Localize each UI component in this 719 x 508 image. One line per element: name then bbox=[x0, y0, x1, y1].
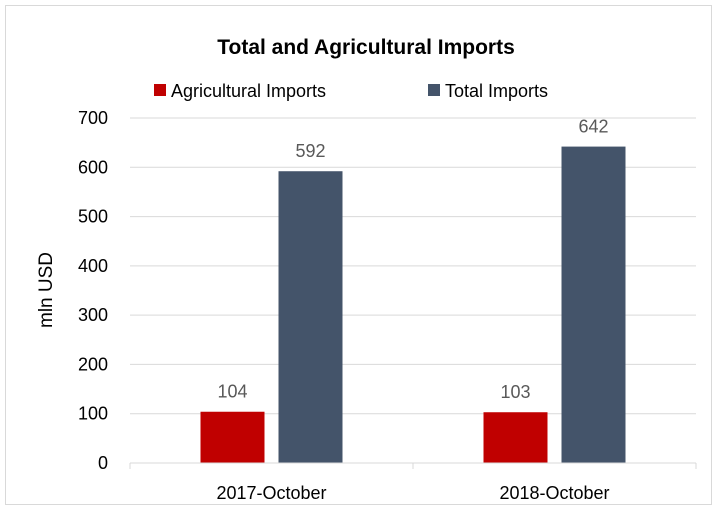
legend-label-total-imports: Total Imports bbox=[445, 81, 548, 101]
x-axis: 2017-October 2018-October bbox=[129, 462, 697, 503]
data-label-agricultural-imports: 103 bbox=[500, 382, 530, 402]
data-label-total-imports: 642 bbox=[578, 117, 608, 137]
y-axis-ticks: 0 100 200 300 400 500 600 700 bbox=[78, 108, 108, 473]
y-tick-label: 400 bbox=[78, 256, 108, 276]
legend-label-agricultural-imports: Agricultural Imports bbox=[171, 81, 326, 101]
bar-total-imports bbox=[278, 171, 343, 463]
x-category-label: 2018-October bbox=[499, 483, 609, 503]
legend: Agricultural Imports Total Imports bbox=[154, 81, 548, 101]
y-tick-label: 600 bbox=[78, 157, 108, 177]
bar-total-imports bbox=[561, 146, 626, 464]
y-tick-label: 0 bbox=[98, 453, 108, 473]
chart-title: Total and Agricultural Imports bbox=[217, 36, 515, 59]
bar-agricultural-imports bbox=[483, 412, 548, 463]
data-label-agricultural-imports: 104 bbox=[217, 382, 247, 402]
y-tick-label: 700 bbox=[78, 108, 108, 128]
bar-agricultural-imports bbox=[200, 411, 265, 463]
y-tick-label: 500 bbox=[78, 207, 108, 227]
data-label-total-imports: 592 bbox=[295, 141, 325, 161]
bars bbox=[200, 146, 626, 464]
legend-swatch-total-imports bbox=[428, 84, 440, 96]
y-axis-title: mln USD bbox=[36, 252, 57, 328]
legend-swatch-agricultural-imports bbox=[154, 84, 166, 96]
data-labels: 104 592 103 642 bbox=[217, 117, 608, 403]
y-tick-label: 100 bbox=[78, 404, 108, 424]
y-tick-label: 300 bbox=[78, 305, 108, 325]
y-tick-label: 200 bbox=[78, 354, 108, 374]
x-category-label: 2017-October bbox=[216, 483, 326, 503]
